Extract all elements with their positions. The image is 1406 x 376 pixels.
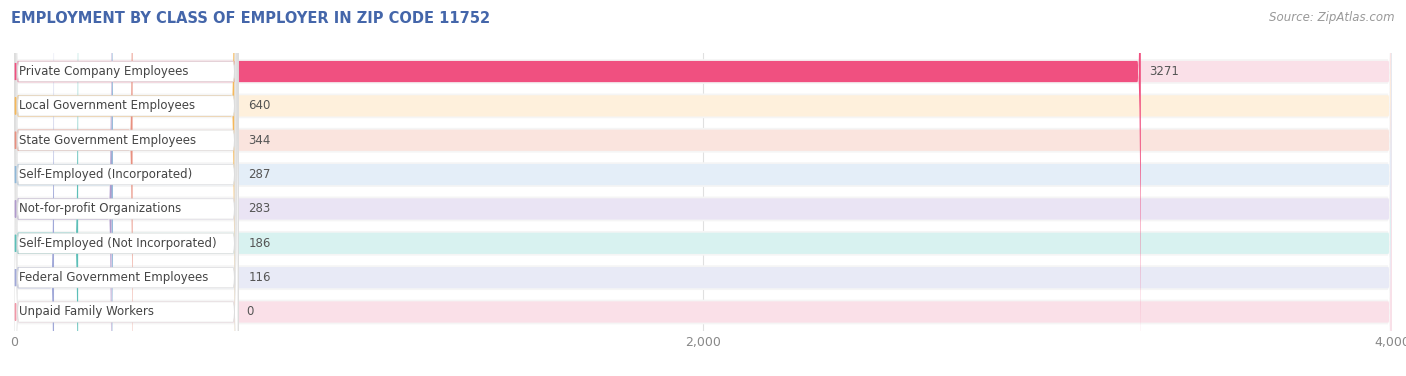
FancyBboxPatch shape bbox=[14, 0, 238, 376]
Text: 287: 287 bbox=[249, 168, 271, 181]
Text: Source: ZipAtlas.com: Source: ZipAtlas.com bbox=[1270, 11, 1395, 24]
FancyBboxPatch shape bbox=[14, 0, 238, 376]
FancyBboxPatch shape bbox=[14, 0, 238, 376]
FancyBboxPatch shape bbox=[14, 0, 1392, 376]
FancyBboxPatch shape bbox=[14, 0, 132, 376]
Text: 0: 0 bbox=[246, 305, 254, 318]
FancyBboxPatch shape bbox=[14, 0, 238, 376]
Text: 186: 186 bbox=[249, 237, 271, 250]
FancyBboxPatch shape bbox=[14, 0, 238, 376]
FancyBboxPatch shape bbox=[14, 0, 1392, 376]
FancyBboxPatch shape bbox=[14, 0, 238, 376]
FancyBboxPatch shape bbox=[14, 0, 1392, 376]
FancyBboxPatch shape bbox=[14, 0, 1392, 376]
FancyBboxPatch shape bbox=[14, 0, 111, 376]
Text: 283: 283 bbox=[249, 202, 270, 215]
FancyBboxPatch shape bbox=[14, 0, 1392, 376]
FancyBboxPatch shape bbox=[14, 0, 1140, 376]
FancyBboxPatch shape bbox=[14, 0, 1392, 376]
FancyBboxPatch shape bbox=[14, 0, 53, 376]
FancyBboxPatch shape bbox=[14, 0, 1392, 376]
FancyBboxPatch shape bbox=[14, 0, 1392, 376]
FancyBboxPatch shape bbox=[14, 0, 79, 376]
FancyBboxPatch shape bbox=[14, 0, 238, 376]
Text: 116: 116 bbox=[249, 271, 271, 284]
Text: 344: 344 bbox=[249, 134, 271, 147]
Text: 640: 640 bbox=[249, 99, 271, 112]
Text: Self-Employed (Incorporated): Self-Employed (Incorporated) bbox=[20, 168, 193, 181]
Text: Private Company Employees: Private Company Employees bbox=[20, 65, 188, 78]
Text: Local Government Employees: Local Government Employees bbox=[20, 99, 195, 112]
FancyBboxPatch shape bbox=[14, 0, 235, 376]
FancyBboxPatch shape bbox=[14, 0, 1392, 376]
Text: 3271: 3271 bbox=[1150, 65, 1180, 78]
Text: Not-for-profit Organizations: Not-for-profit Organizations bbox=[20, 202, 181, 215]
FancyBboxPatch shape bbox=[14, 0, 1392, 376]
FancyBboxPatch shape bbox=[14, 0, 1392, 376]
FancyBboxPatch shape bbox=[14, 0, 112, 376]
FancyBboxPatch shape bbox=[14, 0, 238, 376]
FancyBboxPatch shape bbox=[14, 0, 1392, 376]
Text: EMPLOYMENT BY CLASS OF EMPLOYER IN ZIP CODE 11752: EMPLOYMENT BY CLASS OF EMPLOYER IN ZIP C… bbox=[11, 11, 491, 26]
Text: Unpaid Family Workers: Unpaid Family Workers bbox=[20, 305, 155, 318]
Text: Federal Government Employees: Federal Government Employees bbox=[20, 271, 208, 284]
FancyBboxPatch shape bbox=[14, 0, 1392, 376]
FancyBboxPatch shape bbox=[14, 0, 1392, 376]
FancyBboxPatch shape bbox=[14, 0, 1392, 376]
Text: Self-Employed (Not Incorporated): Self-Employed (Not Incorporated) bbox=[20, 237, 217, 250]
FancyBboxPatch shape bbox=[14, 0, 1392, 376]
Text: State Government Employees: State Government Employees bbox=[20, 134, 197, 147]
